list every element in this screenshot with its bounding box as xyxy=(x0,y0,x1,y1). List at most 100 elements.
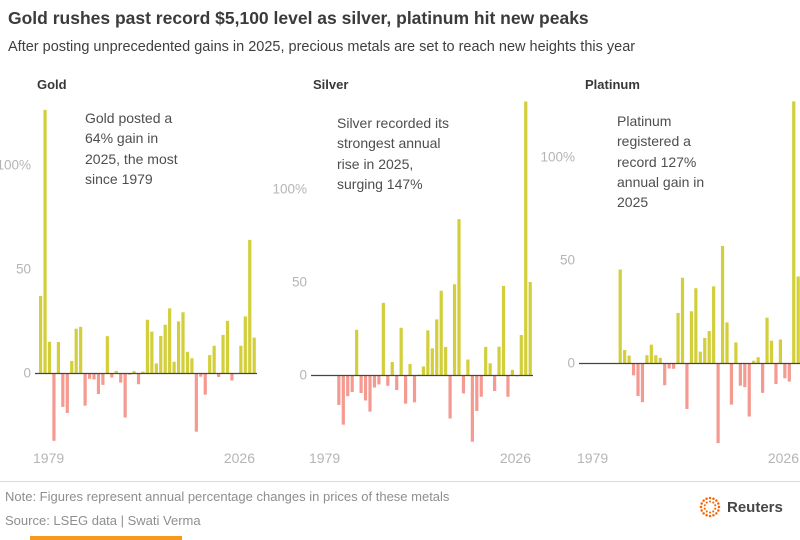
bar-gold-2010 xyxy=(181,312,185,373)
logo-dot xyxy=(708,514,712,518)
bar-gold-1999 xyxy=(132,371,136,373)
bar-gold-1990 xyxy=(92,373,96,380)
bar-silver-2020 xyxy=(501,285,506,375)
bar-gold-2025 xyxy=(248,239,252,373)
bar-silver-2004 xyxy=(430,348,434,375)
y-tick-label: 100% xyxy=(272,182,307,197)
bar-platinum-1993 xyxy=(649,344,653,363)
bar-silver-2013 xyxy=(470,375,474,442)
bar-gold-1983 xyxy=(61,373,65,407)
footer-source: Source: LSEG data | Swati Verma xyxy=(5,513,201,528)
bar-gold-1978 xyxy=(39,296,43,373)
logo-dot xyxy=(705,514,708,517)
bar-silver-2018 xyxy=(493,375,497,391)
logo-dot xyxy=(703,507,706,510)
bar-silver-2010 xyxy=(457,219,461,375)
bar-platinum-2008 xyxy=(716,363,720,444)
bar-gold-2016 xyxy=(208,355,212,373)
bar-gold-2009 xyxy=(176,321,181,373)
bar-silver-2003 xyxy=(426,330,430,375)
x-tick-label-2026: 2026 xyxy=(768,450,799,466)
bar-gold-1994 xyxy=(110,373,114,378)
bar-gold-1996 xyxy=(119,373,123,383)
bar-gold-2018 xyxy=(217,373,221,377)
bar-gold-2015 xyxy=(203,373,207,395)
logo-dot xyxy=(715,499,718,502)
bar-gold-2021 xyxy=(230,373,234,381)
bar-platinum-2025 xyxy=(792,101,796,363)
bar-platinum-2019 xyxy=(765,317,769,363)
chart-title-silver: Silver xyxy=(313,77,349,92)
bar-gold-1992 xyxy=(101,373,105,385)
bar-silver-2011 xyxy=(461,375,466,394)
logo-dot xyxy=(703,504,706,507)
bar-gold-2026 xyxy=(252,337,256,373)
bar-silver-2016 xyxy=(484,346,488,375)
bar-gold-2012 xyxy=(190,358,194,373)
y-tick-label: 50 xyxy=(16,262,31,277)
bar-platinum-1986 xyxy=(618,269,622,363)
bar-gold-1981 xyxy=(52,373,56,441)
bar-platinum-1989 xyxy=(631,363,636,376)
bar-gold-1985 xyxy=(70,360,74,373)
bar-gold-1997 xyxy=(123,373,127,418)
bar-platinum-2007 xyxy=(712,286,716,363)
bar-silver-2012 xyxy=(466,359,470,375)
bar-platinum-2018 xyxy=(761,363,765,393)
x-tick-label-2026: 2026 xyxy=(224,450,255,466)
bar-platinum-2022 xyxy=(778,339,782,363)
bar-platinum-1987 xyxy=(623,350,627,363)
bar-silver-2026 xyxy=(528,282,532,375)
bar-platinum-1997 xyxy=(667,363,671,369)
bar-gold-1980 xyxy=(47,341,52,373)
bar-platinum-1992 xyxy=(645,355,649,363)
bar-gold-1986 xyxy=(74,328,78,373)
bar-silver-2014 xyxy=(475,375,479,411)
gold-bars-chart: 100% 50 0 1979 2026 xyxy=(0,109,257,466)
bar-silver-2002 xyxy=(421,366,425,375)
bar-silver-2005 xyxy=(435,319,439,375)
logo-dot xyxy=(715,512,718,515)
subtitle: After posting unprecedented gains in 202… xyxy=(8,38,636,55)
bar-gold-2019 xyxy=(221,334,225,373)
logo-dot xyxy=(700,509,703,512)
bar-silver-2015 xyxy=(479,375,483,397)
chart-gold: 100% 50 0 1979 2026 Gold Gold posted a 64% g… xyxy=(0,75,270,475)
chart-title-gold: Gold xyxy=(37,77,67,92)
bar-platinum-2015 xyxy=(747,363,751,417)
bar-gold-2000 xyxy=(136,373,141,385)
bar-platinum-2004 xyxy=(698,351,702,363)
bar-gold-2013 xyxy=(194,373,198,432)
bar-gold-1991 xyxy=(96,373,101,395)
logo-dot xyxy=(712,501,715,504)
bar-gold-2004 xyxy=(154,363,158,373)
bar-silver-1984 xyxy=(341,375,345,425)
x-tick-label-1979: 1979 xyxy=(33,450,64,466)
bar-platinum-2012 xyxy=(734,342,738,363)
bar-gold-2007 xyxy=(168,308,172,373)
logo-dot xyxy=(717,502,720,505)
bar-gold-2017 xyxy=(212,345,216,373)
y-tick-label: 0 xyxy=(299,368,307,383)
bar-platinum-2003 xyxy=(694,288,698,363)
y-tick-label: 50 xyxy=(560,253,575,268)
bar-gold-2005 xyxy=(159,335,163,373)
bar-platinum-1999 xyxy=(676,312,680,363)
bar-platinum-2024 xyxy=(787,363,791,382)
bar-silver-2007 xyxy=(444,346,448,375)
bar-gold-2003 xyxy=(150,331,154,373)
bar-platinum-2006 xyxy=(707,331,711,363)
logo-dot xyxy=(712,514,715,517)
bar-gold-2011 xyxy=(185,351,190,373)
logo-dot xyxy=(702,499,705,502)
bar-gold-1982 xyxy=(56,342,60,373)
bar-platinum-2002 xyxy=(689,311,693,363)
bar-gold-1993 xyxy=(105,336,109,373)
annotation-gold: Gold posted a 64% gain in 2025, the most… xyxy=(85,110,178,187)
y-tick-label: 50 xyxy=(292,275,307,290)
logo-dot xyxy=(705,501,708,504)
reuters-logo-icon xyxy=(699,496,721,518)
annotation-platinum: Platinum registered a record 127% annual… xyxy=(617,113,705,211)
bar-silver-1990 xyxy=(368,375,372,412)
y-tick-label: 100% xyxy=(540,150,575,165)
